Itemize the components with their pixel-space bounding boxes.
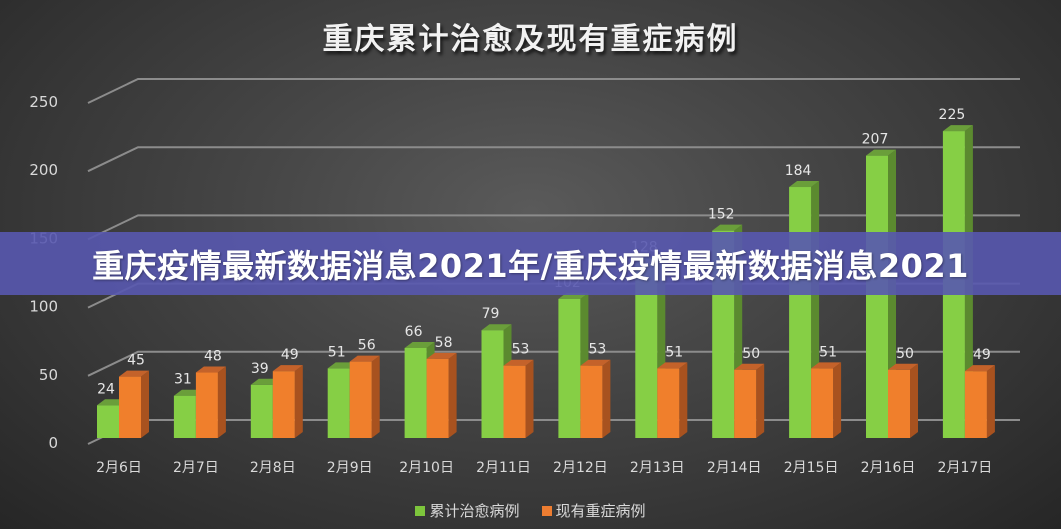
x-tick-label: 2月17日: [938, 460, 993, 476]
x-tick-label: 2月16日: [861, 460, 916, 476]
bar-severe: [119, 370, 149, 438]
gridline: [87, 78, 1020, 104]
data-label: 51: [665, 344, 683, 360]
data-label: 50: [896, 346, 914, 362]
bar-severe: [195, 366, 226, 438]
y-tick-label: 100: [29, 298, 58, 316]
gridline: [87, 146, 1020, 173]
data-label: 207: [862, 132, 889, 148]
overlay-banner: 重庆疫情最新数据消息2021年/重庆疫情最新数据消息2021: [0, 232, 1061, 295]
x-tick-label: 2月13日: [630, 460, 685, 476]
data-label: 184: [785, 163, 812, 179]
x-axis: 2月6日 2月7日 2月8日 2月9日 2月10日 2月11日 2月12日 2月13日 2月14…: [96, 460, 992, 476]
data-label: 152: [708, 207, 735, 223]
data-label: 24: [97, 381, 115, 397]
data-label: 50: [742, 346, 760, 362]
data-label: 39: [251, 361, 269, 377]
x-tick-label: 2月11日: [476, 460, 531, 476]
bar-severe: [272, 365, 303, 438]
bar-severe: [503, 359, 534, 438]
data-label: 53: [588, 342, 606, 358]
bar-severe: [888, 363, 918, 438]
x-tick-label: 2月7日: [173, 460, 219, 476]
data-label: 51: [328, 344, 346, 360]
bar-severe: [580, 359, 611, 438]
bar-severe: [349, 355, 380, 438]
x-tick-label: 2月9日: [327, 460, 373, 476]
data-label: 31: [174, 372, 192, 388]
y-tick-label: 200: [29, 161, 58, 179]
bar-severe: [734, 363, 765, 438]
data-label: 51: [819, 344, 837, 360]
legend-swatch-orange: [541, 505, 552, 516]
data-label: 56: [358, 338, 376, 354]
x-tick-label: 2月15日: [784, 460, 839, 476]
legend-swatch-green: [415, 505, 426, 516]
bar-severe: [964, 365, 995, 438]
x-tick-label: 2月14日: [707, 460, 762, 476]
data-label: 49: [281, 347, 299, 363]
gridline: [87, 214, 1020, 241]
legend-item-severe: 现有重症病例: [541, 500, 646, 521]
chart-title: 重庆累计治愈及现有重症病例: [322, 22, 739, 57]
legend: 累计治愈病例 现有重症病例: [0, 500, 1061, 521]
data-label: 79: [482, 306, 500, 322]
banner-text: 重庆疫情最新数据消息2021年/重庆疫情最新数据消息2021: [92, 246, 969, 285]
bars: [97, 125, 995, 439]
data-label: 48: [204, 349, 222, 365]
data-label: 53: [512, 342, 530, 358]
data-label: 49: [973, 347, 991, 363]
bar-severe: [811, 362, 842, 438]
y-tick-label: 250: [29, 93, 58, 111]
data-label: 45: [127, 353, 145, 369]
data-label: 58: [435, 335, 453, 351]
x-tick-label: 2月8日: [250, 460, 296, 476]
bar-severe: [657, 362, 688, 438]
x-tick-label: 2月10日: [399, 460, 454, 476]
y-tick-label: 50: [39, 366, 58, 384]
x-tick-label: 2月12日: [553, 460, 608, 476]
legend-label: 现有重症病例: [555, 502, 646, 520]
legend-item-cured: 累计治愈病例: [415, 500, 520, 521]
data-label: 225: [939, 107, 966, 123]
y-tick-label: 0: [48, 434, 58, 452]
legend-label: 累计治愈病例: [429, 502, 520, 520]
x-tick-label: 2月6日: [96, 460, 142, 476]
bar-severe: [426, 352, 457, 438]
data-label: 66: [405, 324, 423, 340]
